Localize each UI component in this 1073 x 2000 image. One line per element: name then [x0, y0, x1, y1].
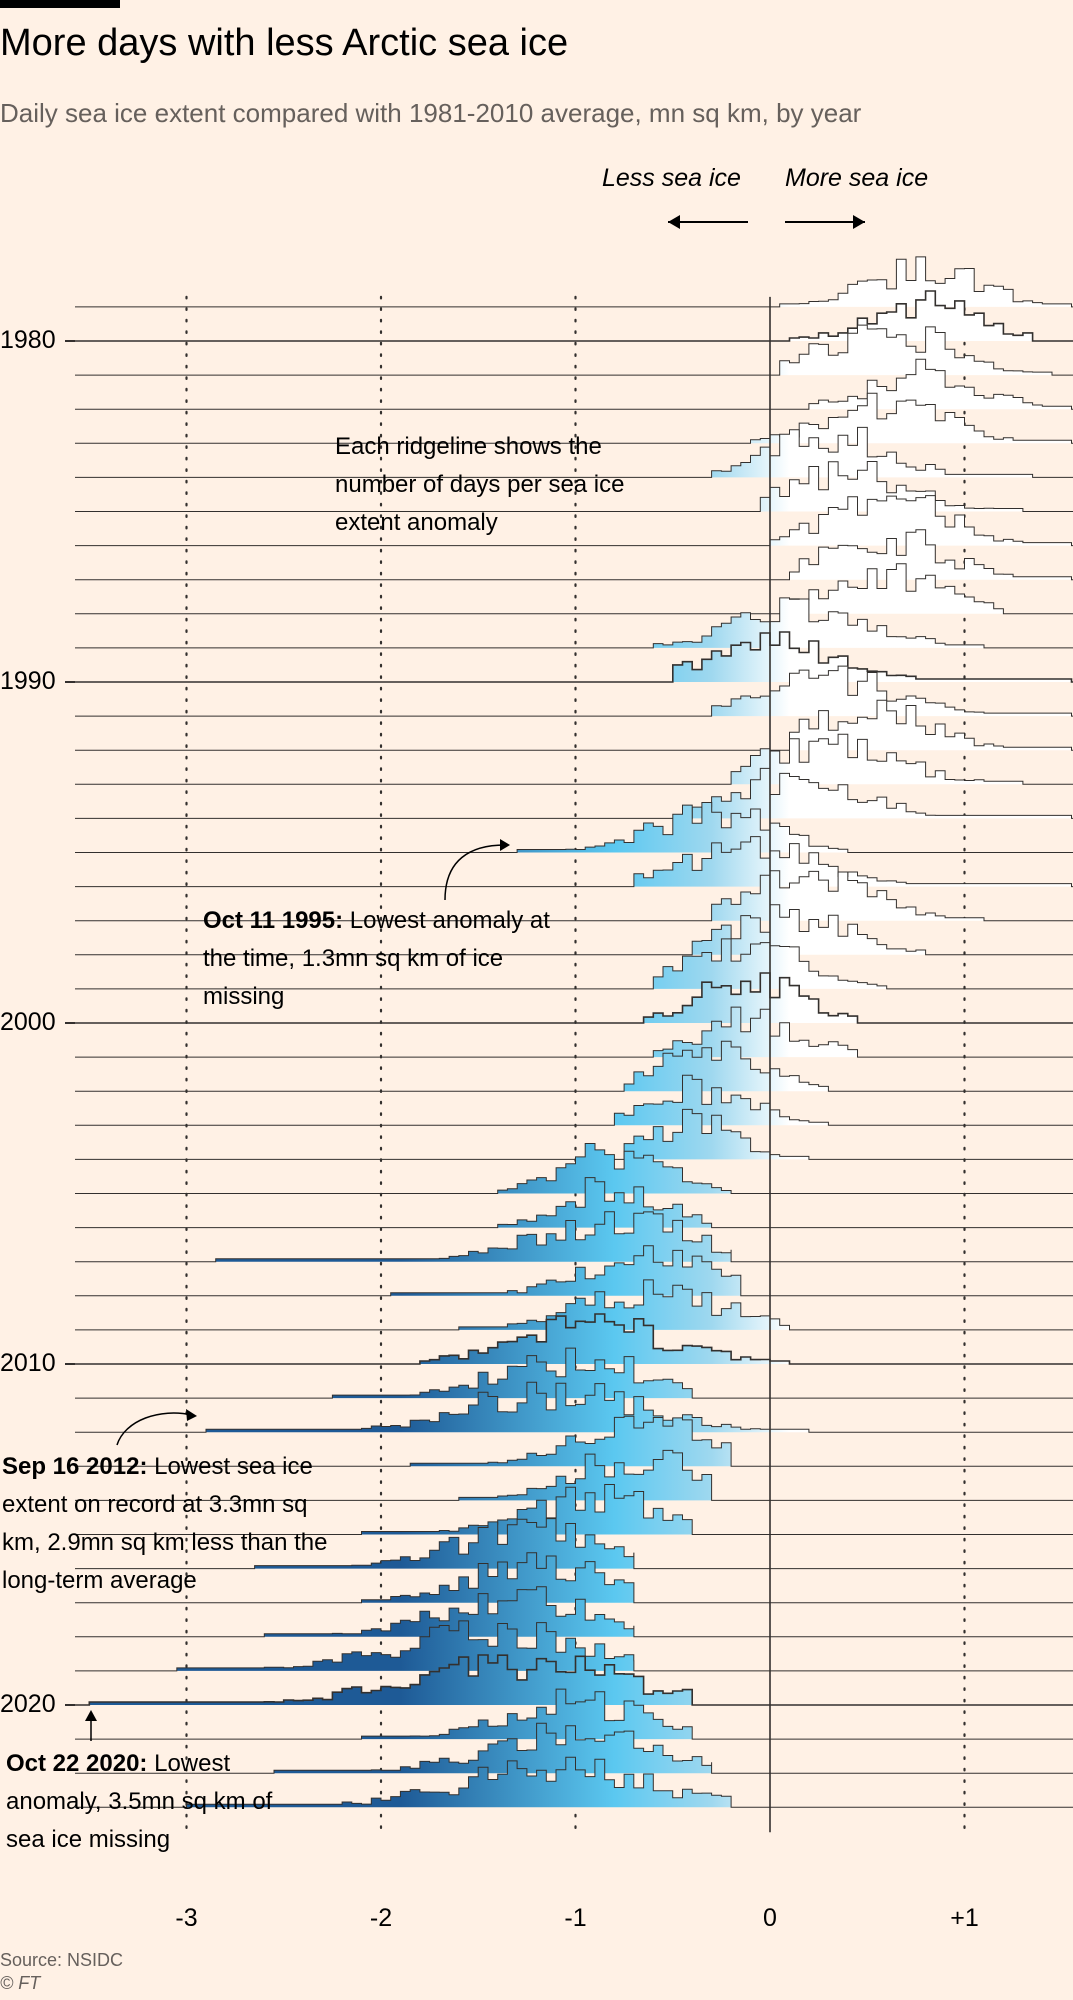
chart-subtitle: Daily sea ice extent compared with 1981-… — [0, 98, 862, 128]
ridge-1995 — [75, 802, 1073, 853]
ridge-2023 — [75, 1756, 1073, 1808]
annotation-2020: Oct 22 2020: Lowest anomaly, 3.5mn sq km… — [6, 1745, 276, 1859]
x-tick-label: +1 — [950, 1904, 979, 1932]
y-label-1980: 1980 — [0, 326, 56, 354]
ridge-2017 — [75, 1552, 1073, 1604]
ridge-1981 — [75, 324, 1073, 376]
ridge-1989 — [75, 597, 1073, 649]
annotation-1995-text: Lowest anomaly at the time, 1.3mn sq km … — [203, 907, 550, 1010]
ridge-2000 — [75, 972, 1073, 1024]
ridge-2004 — [75, 1108, 1073, 1160]
ridge-1998 — [75, 904, 1073, 956]
annotation-arrow-1995 — [444, 844, 506, 901]
ridge-1982 — [75, 358, 1073, 410]
more-arrow-head — [853, 215, 865, 229]
ridge-2010 — [75, 1313, 1073, 1365]
y-label-2020: 2020 — [0, 1690, 56, 1718]
x-tick-label: -2 — [369, 1904, 393, 1932]
ridge-2022 — [75, 1722, 1073, 1774]
annotation-arrow-2012 — [116, 1412, 193, 1446]
ridge-1980 — [75, 290, 1073, 342]
ridge-2001 — [75, 1006, 1073, 1058]
ridge-2009 — [75, 1279, 1073, 1331]
ridge-1979 — [75, 256, 1073, 308]
less-sea-ice-label: Less sea ice — [602, 164, 741, 192]
ridge-1996 — [75, 836, 1073, 888]
ridge-2015 — [75, 1484, 1073, 1535]
ridge-2005 — [75, 1143, 1073, 1194]
ridge-2018 — [75, 1586, 1073, 1638]
ridge-1988 — [75, 563, 1073, 615]
ridge-1994 — [75, 767, 1073, 819]
more-sea-ice-label: More sea ice — [785, 164, 929, 192]
annotation-arrow-2020-head — [85, 1710, 97, 1721]
ridge-2020 — [75, 1654, 1073, 1706]
x-tick-label: 0 — [763, 1904, 777, 1932]
annotation-2020-date: Oct 22 2020: — [6, 1750, 148, 1777]
ft-credit: © FT — [0, 1973, 41, 1993]
ridge-1986 — [75, 495, 1073, 547]
annotation-2012-date: Sep 16 2012: — [2, 1453, 148, 1480]
y-label-2010: 2010 — [0, 1349, 56, 1377]
ridgeline-note: Each ridgeline shows the number of days … — [335, 433, 625, 536]
ridge-1990 — [75, 631, 1073, 683]
annotation-2012-text: Lowest sea ice extent on record at 3.3mn… — [2, 1453, 328, 1594]
ridge-1992 — [75, 699, 1073, 751]
x-tick-label: -3 — [175, 1904, 198, 1932]
ridge-1991 — [75, 665, 1073, 717]
ridge-2016 — [75, 1518, 1073, 1570]
y-label-2000: 2000 — [0, 1008, 56, 1036]
annotation-arrow-1995-head — [500, 839, 510, 851]
ridge-2021 — [75, 1688, 1073, 1740]
ridge-1987 — [75, 529, 1073, 581]
ridge-2012 — [75, 1381, 1073, 1433]
ridge-2008 — [75, 1245, 1073, 1297]
ridge-1985 — [75, 461, 1073, 512]
x-tick-label: -1 — [564, 1904, 587, 1932]
ridge-2003 — [75, 1074, 1073, 1126]
ridge-2007 — [75, 1211, 1073, 1263]
ridge-2013 — [75, 1415, 1073, 1467]
ridge-1997 — [75, 870, 1073, 922]
less-arrow-head — [668, 215, 680, 229]
y-label-1990: 1990 — [0, 667, 56, 695]
annotation-arrow-2012-head — [186, 1409, 197, 1421]
source-note: Source: NSIDC — [0, 1950, 124, 1970]
ridge-2019 — [75, 1620, 1073, 1672]
annotation-1995-date: Oct 11 1995: — [203, 907, 344, 934]
ridge-2002 — [75, 1040, 1073, 1092]
annotation-2020-text: Lowest anomaly, 3.5mn sq km of sea ice m… — [6, 1750, 273, 1853]
chart-title: More days with less Arctic sea ice — [0, 22, 569, 64]
ridge-2011 — [75, 1347, 1073, 1399]
annotation-1995: Oct 11 1995: Lowest anomaly at the time,… — [203, 902, 578, 1016]
annotation-2012: Sep 16 2012: Lowest sea ice extent on re… — [2, 1448, 342, 1600]
ridge-1984 — [75, 426, 1073, 478]
brand-bar — [0, 0, 120, 8]
ridge-2006 — [75, 1177, 1073, 1229]
